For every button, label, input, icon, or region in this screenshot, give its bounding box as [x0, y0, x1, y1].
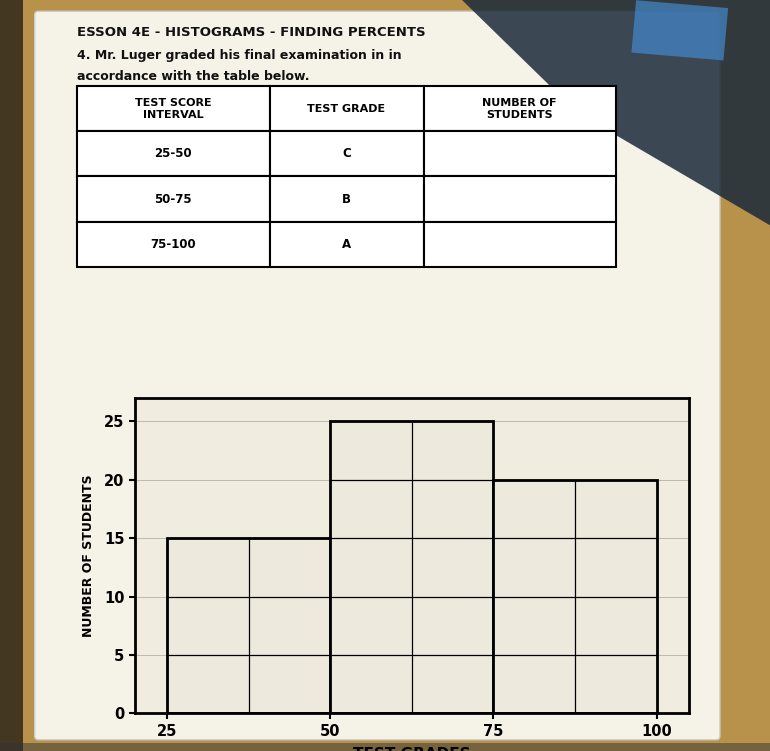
Text: 25-50: 25-50 — [155, 147, 192, 161]
Bar — [167, 538, 330, 713]
Bar — [77, 86, 270, 131]
Bar — [270, 222, 424, 267]
Bar — [424, 222, 616, 267]
Bar — [0, 0, 23, 751]
Bar — [424, 176, 616, 222]
Bar — [270, 131, 424, 176]
Polygon shape — [462, 0, 770, 225]
Text: 50-75: 50-75 — [155, 192, 192, 206]
Bar — [330, 421, 494, 713]
X-axis label: TEST GRADES: TEST GRADES — [353, 747, 470, 751]
Bar — [0, 743, 770, 751]
Bar — [77, 131, 270, 176]
Text: NUMBER OF
STUDENTS: NUMBER OF STUDENTS — [483, 98, 557, 119]
Bar — [77, 222, 270, 267]
Text: B: B — [342, 192, 351, 206]
Bar — [424, 131, 616, 176]
Text: A: A — [342, 237, 351, 251]
Text: accordance with the table below.: accordance with the table below. — [77, 70, 310, 83]
FancyBboxPatch shape — [35, 11, 720, 740]
Bar — [631, 0, 728, 60]
Bar — [77, 176, 270, 222]
Text: ESSON 4E - HISTOGRAMS - FINDING PERCENTS: ESSON 4E - HISTOGRAMS - FINDING PERCENTS — [77, 26, 426, 39]
Text: 75-100: 75-100 — [150, 237, 196, 251]
Text: C: C — [342, 147, 351, 161]
Text: TEST GRADE: TEST GRADE — [307, 104, 386, 114]
Bar — [424, 86, 616, 131]
Y-axis label: NUMBER OF STUDENTS: NUMBER OF STUDENTS — [82, 475, 95, 637]
Bar — [270, 86, 424, 131]
Bar — [270, 176, 424, 222]
Bar — [494, 480, 657, 713]
Text: 4. Mr. Luger graded his final examination in in: 4. Mr. Luger graded his final examinatio… — [77, 49, 402, 62]
Text: TEST SCORE
INTERVAL: TEST SCORE INTERVAL — [135, 98, 212, 119]
